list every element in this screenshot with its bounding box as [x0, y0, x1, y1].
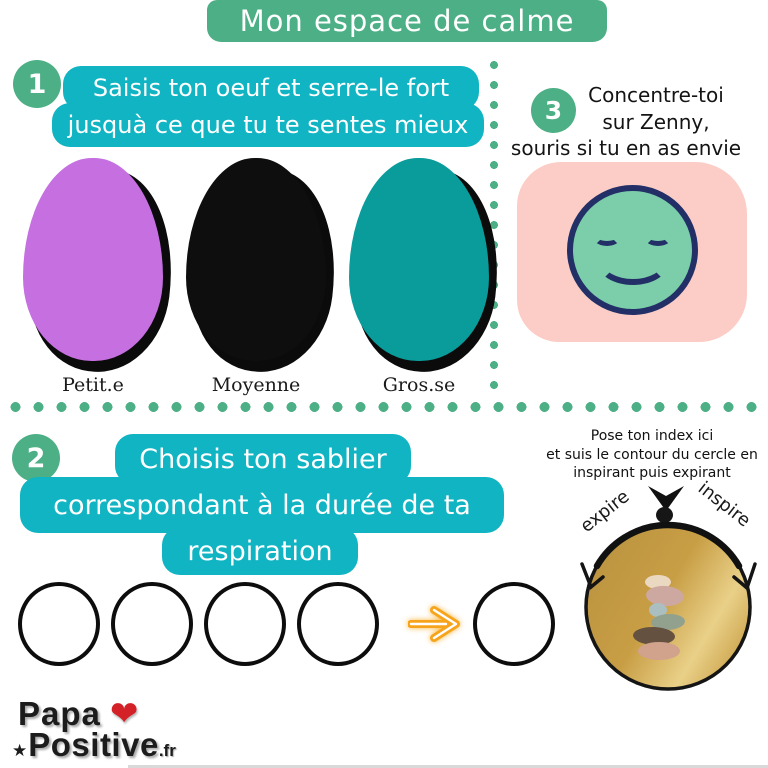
sand-timer-circle	[297, 582, 379, 666]
breathing-instruction-text-3: inspirant puis expirant	[573, 465, 731, 481]
step1-instruction-bubble-line1: Saisis ton oeuf et serre-le fort	[63, 66, 479, 110]
stone-2	[646, 585, 684, 607]
stone-3	[649, 603, 667, 617]
down-arrow-icon	[648, 486, 684, 511]
star-icon: ★	[12, 741, 28, 760]
step1-instruction-bubble-line2: jusquà ce que tu te sentes mieux	[52, 103, 484, 147]
step2-number: 2	[26, 442, 46, 474]
step3-instruction-text-2: sur Zenny,	[602, 110, 710, 134]
logo-papa-text: Papa	[18, 695, 101, 732]
horizontal-dotted-divider	[4, 402, 766, 412]
breathing-gold-circle	[580, 521, 757, 691]
trace-hook-left-icon	[580, 562, 605, 590]
sand-timer-circle-row	[18, 581, 555, 667]
sand-timer-circles-group	[18, 582, 379, 666]
egg-large: Gros.se	[346, 158, 510, 396]
egg-large-shape	[346, 158, 510, 380]
title-banner: Mon espace de calme	[207, 0, 607, 42]
step2-instruction-bubble-line3: respiration	[162, 527, 358, 575]
step3-number-badge: 3	[531, 88, 576, 133]
egg-medium-shape	[183, 158, 347, 380]
logo-fr-suffix: .fr	[158, 741, 176, 760]
stone-cairn	[633, 575, 685, 660]
zenny-left-eye-icon	[594, 231, 620, 246]
egg-large-label: Gros.se	[382, 374, 456, 396]
papa-positive-logo: Papa ❤ ★ Positive .fr	[12, 694, 176, 764]
stone-bottom	[638, 642, 680, 660]
step3-instruction-text-3: souris si tu en as envie	[510, 136, 742, 160]
zenny-smile-icon	[597, 239, 669, 285]
breathing-instruction-text-1: Pose ton index ici	[590, 428, 714, 444]
egg-medium-label: Moyenne	[211, 374, 301, 396]
step3-instruction-text-1: Concentre-toi	[588, 83, 724, 107]
step1-instruction-text-2: jusquà ce que tu te sentes mieux	[67, 111, 469, 139]
step1-number-badge: 1	[13, 60, 61, 108]
step1-instruction-text-1: Saisis ton oeuf et serre-le fort	[92, 74, 450, 102]
stress-eggs-row: Petit.e Moyenne Gros.se	[20, 158, 510, 396]
step2-instruction-bubble-line1: Choisis ton sablier	[115, 434, 411, 484]
zenny-right-eye-icon	[645, 231, 671, 246]
egg-medium: Moyenne	[183, 158, 347, 396]
bottom-edge-strip	[128, 765, 768, 768]
trace-hook-right-icon	[732, 562, 757, 592]
logo-line2: ★ Positive .fr	[12, 726, 176, 764]
heart-icon: ❤	[109, 695, 139, 733]
page-title: Mon espace de calme	[239, 4, 575, 38]
breathing-instruction-text-2: et suis le contour du cercle en	[546, 447, 758, 463]
step2-number-badge: 2	[12, 434, 60, 482]
step2-instruction-text-3: respiration	[187, 535, 333, 567]
finger-start-dot	[656, 507, 673, 523]
stone-5	[633, 626, 675, 646]
stone-top	[645, 575, 671, 589]
step1-number: 1	[27, 68, 47, 100]
step2-instruction-text-2: correspondant à la durée de ta	[53, 489, 471, 521]
orange-arrow-icon	[408, 606, 460, 642]
egg-large-body	[349, 158, 489, 361]
egg-small-label: Petit.e	[62, 374, 124, 396]
egg-medium-body	[186, 158, 326, 361]
sand-timer-circle	[204, 582, 286, 666]
sand-timer-circle	[111, 582, 193, 666]
zenny-smiley-face	[567, 185, 698, 315]
step2-instruction-text-1: Choisis ton sablier	[139, 443, 387, 475]
sand-timer-circle-selected	[473, 582, 555, 666]
egg-small-shape	[20, 158, 184, 380]
stone-4	[651, 613, 685, 631]
gold-circle-top-stroke	[593, 521, 743, 570]
egg-small: Petit.e	[20, 158, 184, 396]
step3-number: 3	[544, 96, 563, 125]
logo-line1: Papa ❤	[18, 694, 176, 734]
sand-timer-circle	[18, 582, 100, 666]
step2-instruction-bubble-line2: correspondant à la durée de ta	[20, 477, 504, 533]
logo-positive-text: Positive	[28, 726, 159, 763]
egg-small-body	[23, 158, 163, 361]
vertical-dotted-divider	[490, 55, 498, 401]
